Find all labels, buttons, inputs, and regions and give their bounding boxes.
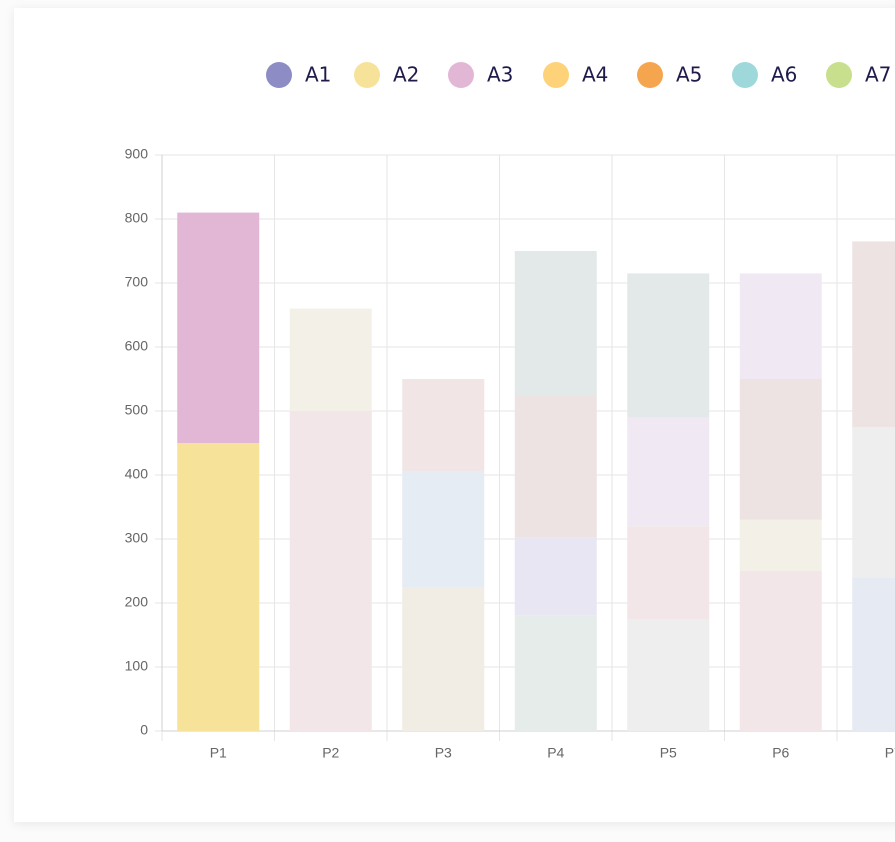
legend-swatch (266, 62, 292, 88)
y-tick-label: 300 (125, 530, 149, 546)
bar-segment (289, 308, 372, 411)
bar-segment (627, 417, 710, 527)
legend-label: A4 (582, 63, 608, 87)
legend-swatch (354, 62, 380, 88)
y-tick-label: 700 (125, 274, 149, 290)
y-tick-label: 0 (140, 722, 148, 738)
legend-swatch (732, 62, 758, 88)
x-tick-label: P2 (322, 745, 339, 761)
bar-segment (177, 443, 260, 731)
bar-segment (627, 273, 710, 418)
x-tick-label: P6 (772, 745, 789, 761)
y-tick-label: 800 (125, 210, 149, 226)
legend-label: A5 (676, 63, 702, 87)
bar-segment (402, 587, 485, 731)
bar-segment (514, 615, 597, 731)
bar-segment (739, 379, 822, 520)
bar-segment (402, 379, 485, 472)
bar-segment (852, 577, 895, 731)
y-tick-label: 600 (125, 338, 149, 354)
legend-label: A7 (865, 63, 891, 87)
bar-segment (627, 526, 710, 619)
y-tick-label: 400 (125, 466, 149, 482)
x-tick-label: P5 (660, 745, 677, 761)
bar-segment (739, 571, 822, 731)
bar-segment (627, 619, 710, 731)
x-tick-label: P4 (547, 745, 564, 761)
legend-label: A3 (487, 63, 513, 87)
y-tick-label: 900 (125, 146, 149, 162)
bar-segment (852, 241, 895, 427)
bar-segment (852, 427, 895, 578)
x-tick-label: P3 (435, 745, 452, 761)
legend-label: A6 (771, 63, 797, 87)
bar-segment (739, 519, 822, 571)
legend-swatch (448, 62, 474, 88)
bar-segment (177, 212, 260, 443)
legend-swatch (543, 62, 569, 88)
y-tick-label: 200 (125, 594, 149, 610)
bar-segment (514, 395, 597, 538)
legend-label: A2 (393, 63, 419, 87)
y-tick-label: 500 (125, 402, 149, 418)
bar-segment (402, 471, 485, 587)
x-tick-label: P7 (885, 745, 895, 761)
bar-segment (739, 273, 822, 379)
y-tick-label: 100 (125, 658, 149, 674)
legend-swatch (826, 62, 852, 88)
x-tick-label: P1 (210, 745, 227, 761)
legend-label: A1 (305, 63, 331, 87)
bar-segment (514, 251, 597, 395)
bar-segment (514, 537, 597, 616)
legend-swatch (637, 62, 663, 88)
bar-segment (289, 411, 372, 731)
